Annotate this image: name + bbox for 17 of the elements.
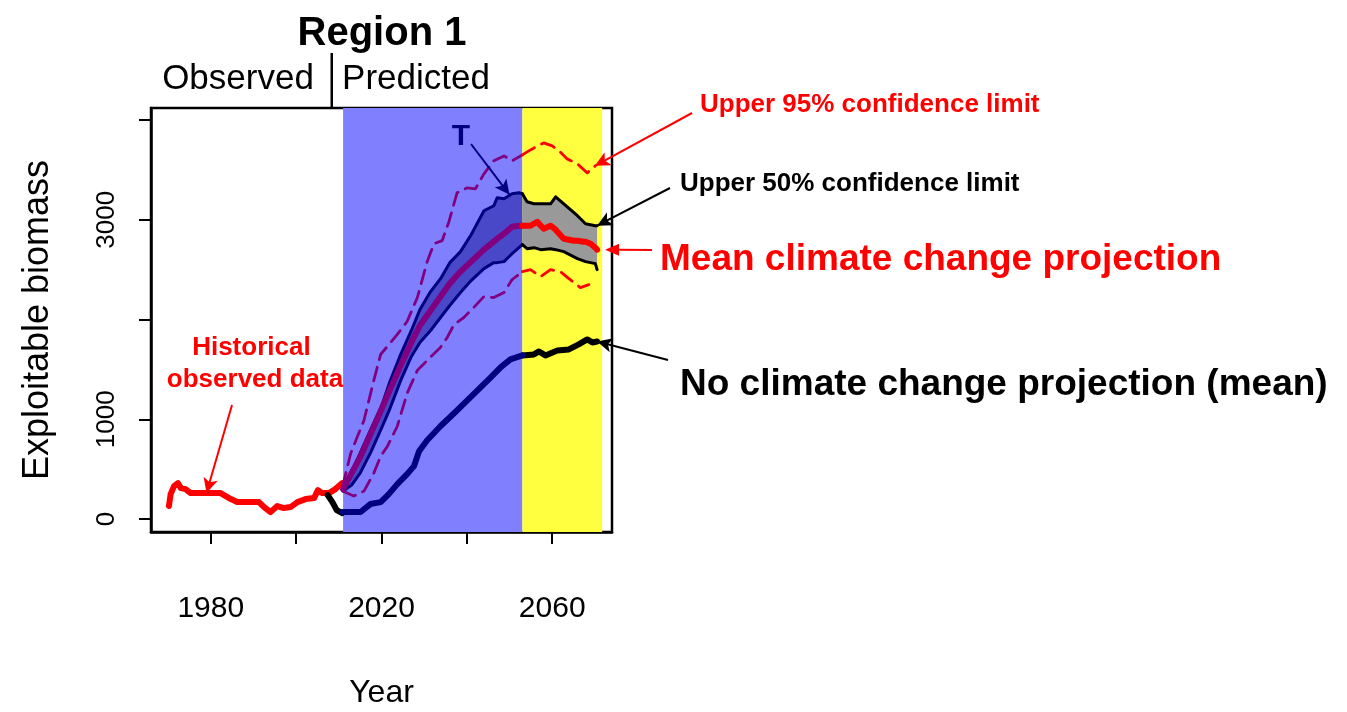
- annotation: T: [451, 117, 471, 151]
- annotation: No climate change projection (mean): [680, 361, 1328, 403]
- y-tick-label: 3000: [90, 190, 120, 249]
- annotation: Upper 95% confidence limit: [700, 88, 1040, 118]
- x-tick-label: 1980: [177, 589, 245, 623]
- annotation: Historical observed data: [166, 331, 344, 393]
- annotation: Upper 50% confidence limit: [680, 167, 1020, 197]
- annotation: Mean climate change projection: [660, 236, 1222, 278]
- x-tick-label: 2060: [518, 589, 586, 623]
- y-tick-label: 1000: [90, 390, 120, 449]
- x-axis-title: Year: [349, 673, 415, 709]
- chart-title: Region 1: [297, 9, 467, 53]
- x-tick-label: 2020: [348, 589, 415, 623]
- text: Observed: [162, 56, 314, 96]
- y-tick-label: 0: [90, 511, 120, 527]
- y-axis-title: Exploitable biomass: [14, 159, 56, 481]
- text: Predicted: [342, 56, 490, 96]
